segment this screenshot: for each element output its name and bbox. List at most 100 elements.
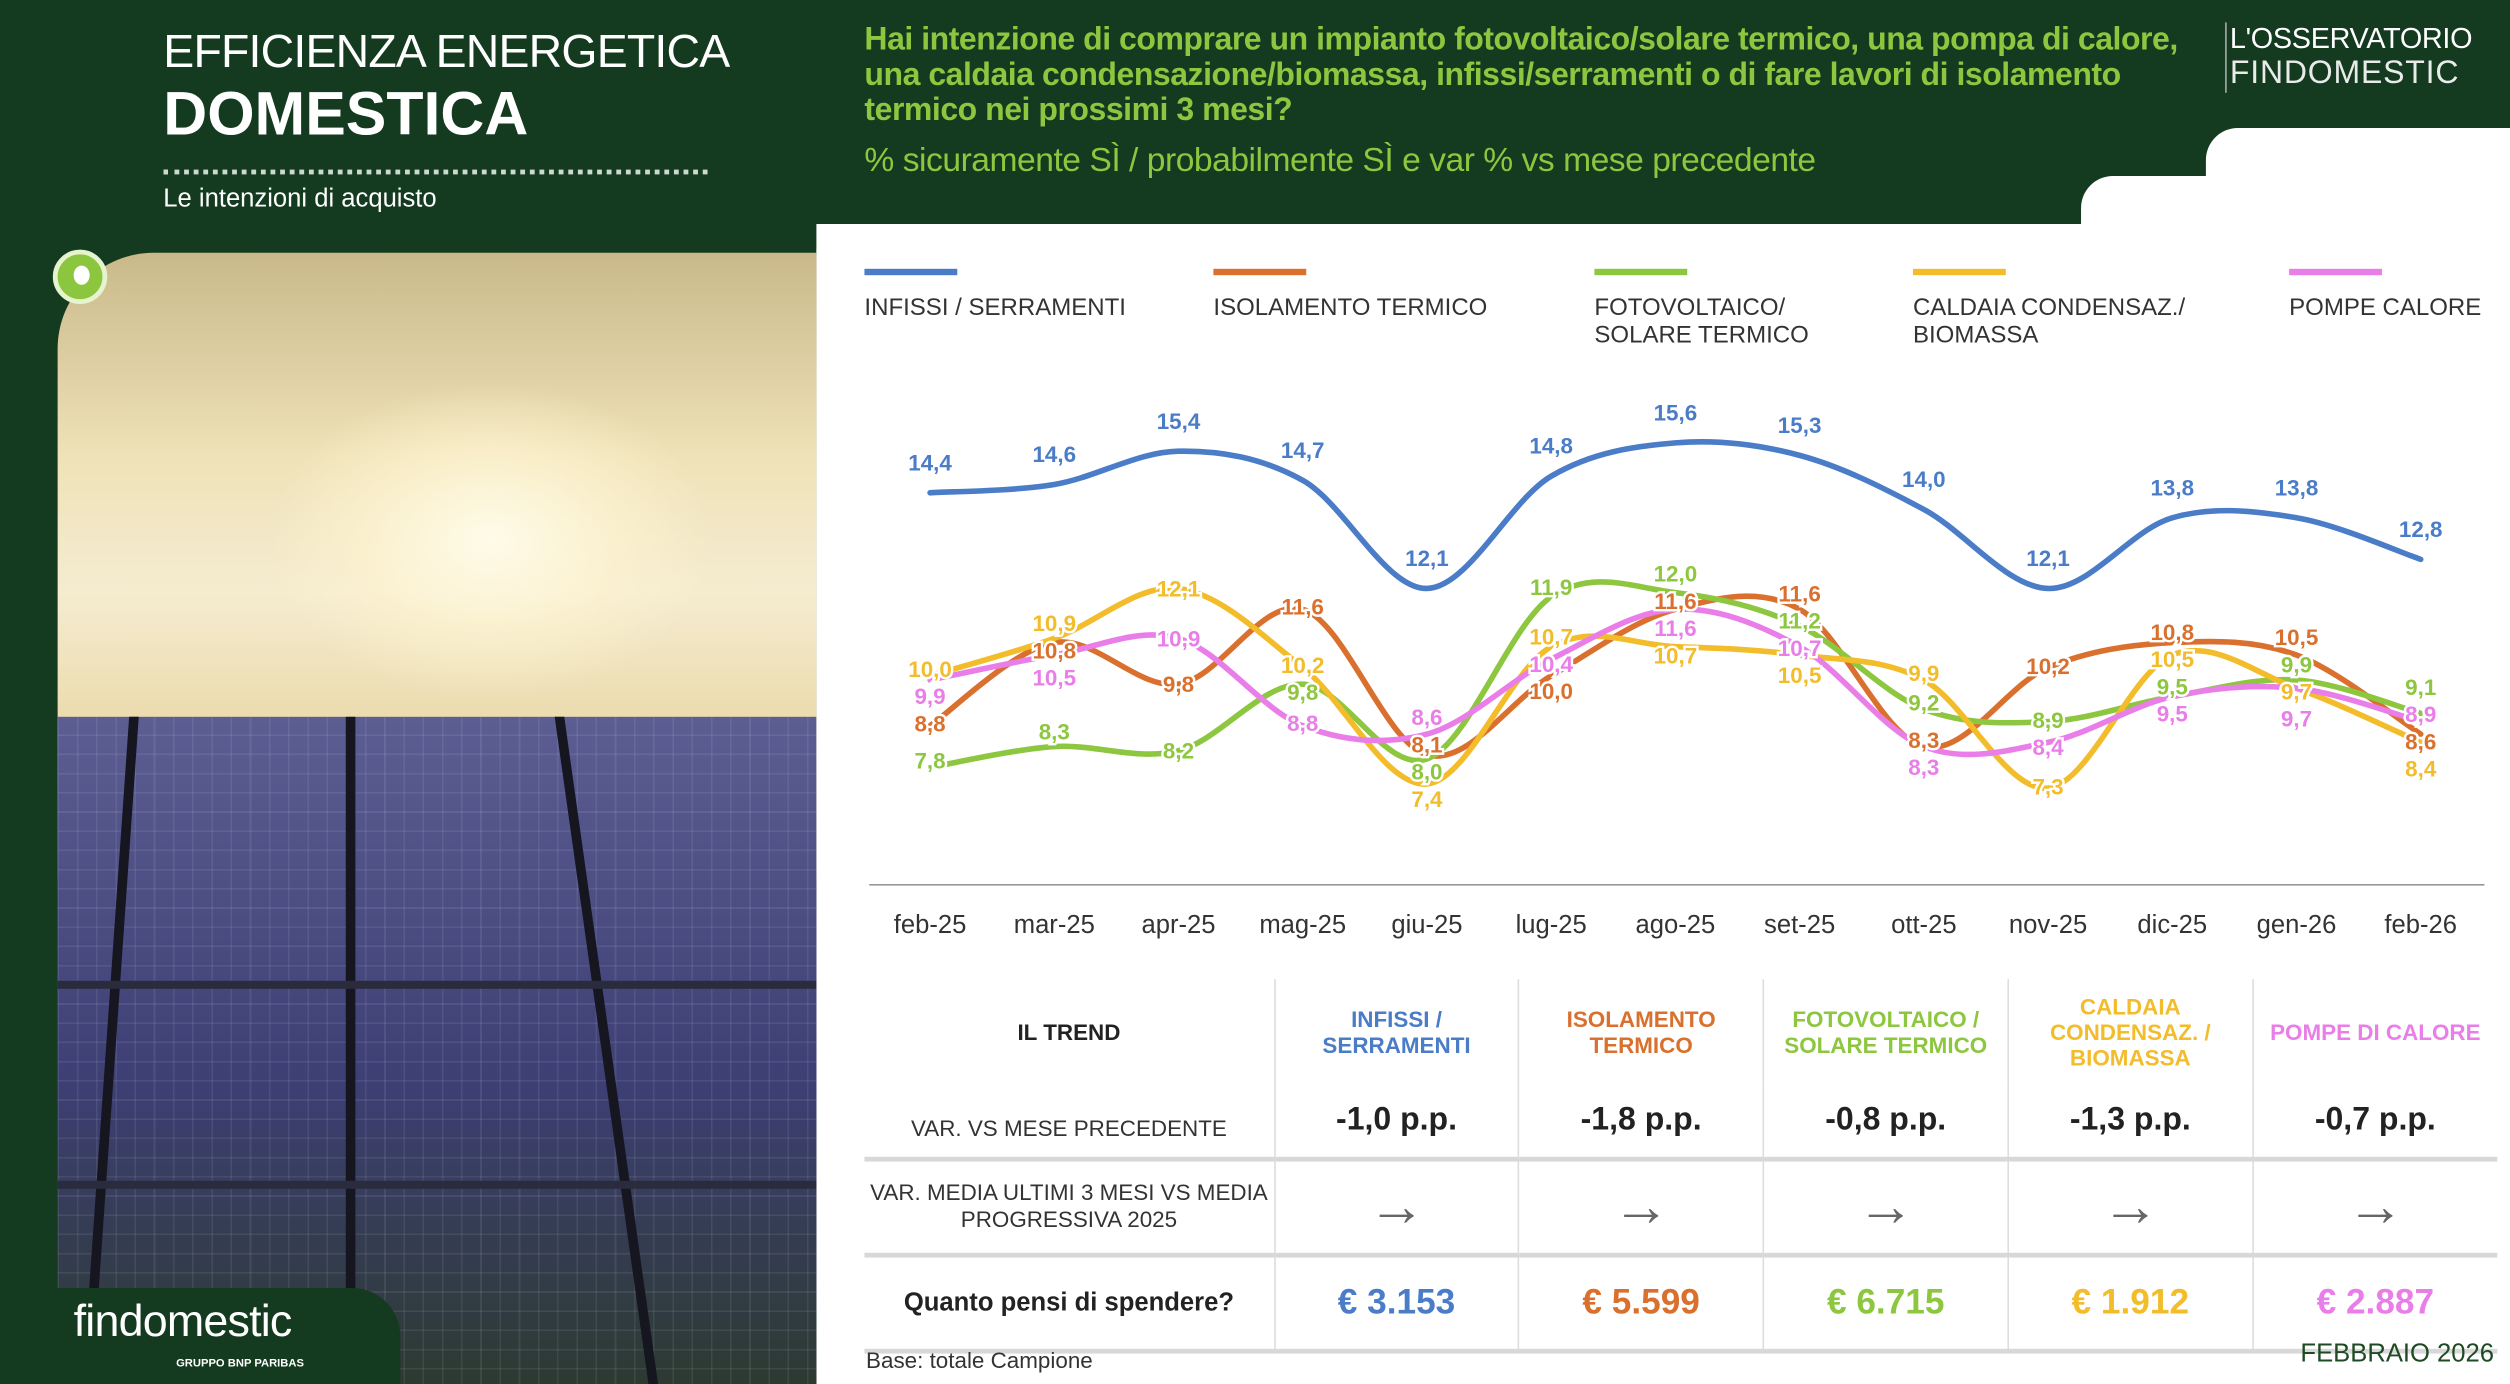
data-label: 10,7 bbox=[1654, 643, 1698, 668]
var-value: -0,8 p.p. bbox=[1762, 1084, 2009, 1159]
spend-value: € 3.153 bbox=[1273, 1252, 1519, 1351]
col-header: ISOLAMENTO TERMICO bbox=[1518, 979, 1764, 1085]
col-header: POMPE DI CALORE bbox=[2251, 979, 2498, 1085]
x-tick-label: feb-26 bbox=[2384, 911, 2457, 939]
legend-item: CALDAIA CONDENSAZ./BIOMASSA bbox=[1912, 268, 2186, 349]
arrow-right-icon: → bbox=[1518, 1156, 1764, 1255]
data-label: 13,8 bbox=[2275, 475, 2319, 500]
survey-date: FEBBRAIO 2026 bbox=[2300, 1340, 2495, 1368]
data-label: 10,5 bbox=[1778, 663, 1822, 688]
question-subtitle: % sicuramente SÌ / probabilmente SÌ e va… bbox=[864, 142, 1816, 180]
data-label: 11,6 bbox=[1654, 616, 1696, 641]
data-label: 8,3 bbox=[1908, 728, 1939, 753]
findomestic-logo-bg bbox=[0, 1288, 401, 1384]
osservatorio-logo-brand: FINDOMESTIC bbox=[2229, 56, 2460, 92]
arrow-right-icon: → bbox=[1762, 1156, 2009, 1255]
data-label: 8,8 bbox=[1287, 711, 1318, 736]
legend-swatch bbox=[1594, 268, 1688, 276]
x-tick-label: apr-25 bbox=[1142, 911, 1216, 939]
x-tick-label: ott-25 bbox=[1891, 911, 1956, 939]
legend-item: ISOLAMENTO TERMICO bbox=[1213, 268, 1487, 322]
data-label: 9,9 bbox=[1908, 661, 1939, 686]
data-label: 12,0 bbox=[1654, 562, 1698, 587]
legend-label: FOTOVOLTAICO/SOLARE TERMICO bbox=[1594, 294, 1809, 349]
panel-frame bbox=[57, 980, 817, 989]
legend-swatch bbox=[1912, 268, 2006, 276]
data-label: 10,0 bbox=[908, 657, 952, 682]
x-tick-label: nov-25 bbox=[2009, 911, 2087, 939]
data-label: 11,6 bbox=[1654, 589, 1696, 614]
arrow-right-icon: → bbox=[2007, 1156, 2253, 1255]
data-label: 10,5 bbox=[1032, 666, 1076, 691]
legend-label: CALDAIA CONDENSAZ./BIOMASSA bbox=[1912, 294, 2186, 349]
osservatorio-logo: L'OSSERVATORIO FINDOMESTIC bbox=[2225, 22, 2473, 93]
data-label: 8,3 bbox=[1908, 755, 1939, 780]
data-label: 13,8 bbox=[2150, 475, 2194, 500]
trend-row-label: VAR. MEDIA ULTIMI 3 MESI VS MEDIA PROGRE… bbox=[864, 1156, 1275, 1255]
data-label: 9,9 bbox=[914, 684, 945, 709]
data-label: 14,6 bbox=[1032, 442, 1076, 467]
legend-item: INFISSI / SERRAMENTI bbox=[864, 268, 1126, 322]
panel-frame bbox=[57, 1180, 817, 1189]
legend-swatch bbox=[2289, 268, 2382, 276]
title-block: EFFICIENZA ENERGETICA DOMESTICA Le inten… bbox=[163, 26, 787, 216]
x-tick-label: lug-25 bbox=[1516, 911, 1587, 939]
data-label: 10,8 bbox=[2150, 620, 2194, 645]
x-tick-label: dic-25 bbox=[2137, 911, 2207, 939]
data-label: 11,6 bbox=[1282, 595, 1324, 620]
sun-glow bbox=[265, 380, 714, 701]
data-label: 12,1 bbox=[1157, 576, 1201, 601]
data-label: 14,0 bbox=[1902, 467, 1946, 492]
data-label: 9,5 bbox=[2157, 674, 2188, 699]
var-value: -1,3 p.p. bbox=[2007, 1084, 2253, 1159]
data-label: 9,8 bbox=[1163, 672, 1194, 697]
arrow-right-icon: → bbox=[2251, 1156, 2498, 1255]
title-line2: DOMESTICA bbox=[163, 81, 529, 149]
legend-swatch bbox=[1213, 268, 1307, 276]
data-label: 8,2 bbox=[1163, 739, 1194, 764]
data-label: 10,2 bbox=[2026, 654, 2070, 679]
eye-logo-icon bbox=[52, 249, 108, 304]
data-label: 9,7 bbox=[2281, 680, 2312, 705]
data-label: 12,1 bbox=[2026, 546, 2070, 571]
col-header: FOTOVOLTAICO / SOLARE TERMICO bbox=[1762, 979, 2009, 1085]
data-label: 14,8 bbox=[1529, 434, 1573, 459]
legend-swatch bbox=[864, 268, 958, 276]
data-label: 14,4 bbox=[908, 450, 952, 475]
data-label: 9,2 bbox=[1908, 690, 1939, 715]
data-label: 11,2 bbox=[1778, 609, 1820, 634]
data-label: 7,3 bbox=[2032, 775, 2063, 800]
legend-item: POMPE CALORE bbox=[2289, 268, 2481, 322]
panel-corner bbox=[2081, 176, 2210, 240]
data-label: 8,9 bbox=[2032, 708, 2063, 733]
x-tick-label: giu-25 bbox=[1391, 911, 1462, 939]
spend-value: € 2.887 bbox=[2251, 1252, 2498, 1351]
data-label: 8,4 bbox=[2405, 757, 2437, 782]
survey-question: Hai intenzione di comprare un impianto f… bbox=[864, 22, 2178, 128]
var-row-label: VAR. VS MESE PRECEDENTE bbox=[910, 1114, 1227, 1141]
osservatorio-logo-line1: L'OSSERVATORIO bbox=[2229, 22, 2473, 55]
panel-frame bbox=[345, 716, 356, 1384]
spend-row: Quanto pensi di spendere? € 3.153 € 5.59… bbox=[864, 1252, 2498, 1351]
data-label: 8,3 bbox=[1039, 719, 1070, 744]
x-tick-label: feb-25 bbox=[894, 911, 967, 939]
data-label: 8,6 bbox=[1411, 705, 1442, 730]
series-line bbox=[927, 606, 2424, 758]
data-label: 9,8 bbox=[1287, 680, 1318, 705]
findomestic-logo: findomestic bbox=[73, 1296, 293, 1346]
trend-table: IL TREND INFISSI / SERRAMENTI ISOLAMENTO… bbox=[864, 979, 2498, 1353]
var-row: VAR. VS MESE PRECEDENTE -1,0 p.p. -1,8 p… bbox=[864, 1084, 2498, 1159]
data-label: 14,7 bbox=[1281, 438, 1325, 463]
data-label: 7,4 bbox=[1411, 787, 1443, 812]
data-label: 8,9 bbox=[2405, 702, 2436, 727]
arrow-right-icon: → bbox=[1273, 1156, 1519, 1255]
spend-value: € 5.599 bbox=[1518, 1252, 1764, 1351]
x-tick-label: mag-25 bbox=[1259, 911, 1346, 939]
data-label: 7,8 bbox=[914, 748, 945, 773]
data-label: 10,9 bbox=[1032, 611, 1076, 636]
solar-panels bbox=[57, 716, 817, 1384]
data-label: 11,6 bbox=[1778, 581, 1820, 606]
spend-value: € 1.912 bbox=[2007, 1252, 2253, 1351]
subtitle: Le intenzioni di acquisto bbox=[163, 185, 437, 213]
